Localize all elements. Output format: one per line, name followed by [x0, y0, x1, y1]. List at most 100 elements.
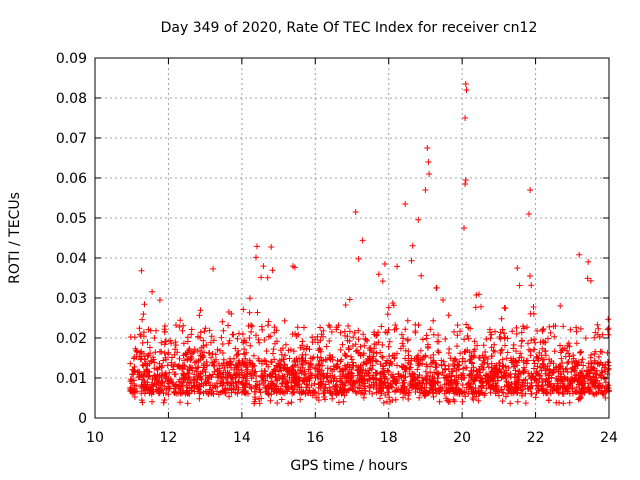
roti-point	[362, 335, 369, 342]
roti-point	[463, 321, 470, 328]
roti-point	[431, 369, 438, 376]
roti-point	[514, 362, 521, 369]
roti-point	[246, 335, 253, 341]
roti-point	[323, 374, 330, 381]
roti-point	[265, 322, 271, 329]
roti-point	[274, 377, 281, 384]
roti-point	[427, 363, 434, 370]
roti-point	[483, 354, 489, 361]
roti-point	[489, 353, 495, 360]
roti-point	[542, 347, 549, 354]
roti-point	[425, 343, 432, 350]
roti-point	[242, 383, 249, 390]
roti-point	[580, 382, 586, 389]
roti-point	[412, 386, 419, 392]
roti-point	[231, 366, 238, 373]
roti-point	[522, 400, 529, 407]
roti-point	[288, 399, 295, 406]
roti-point	[492, 390, 499, 397]
roti-point	[241, 351, 248, 358]
roti-point	[342, 382, 349, 389]
roti-point	[271, 356, 278, 363]
roti-point	[217, 347, 223, 354]
roti-point	[152, 349, 159, 356]
roti-point	[550, 323, 557, 330]
roti-point	[253, 332, 259, 339]
roti-point	[516, 282, 523, 289]
roti-point	[340, 371, 347, 378]
roti-point	[454, 389, 461, 396]
roti-point	[498, 347, 505, 354]
roti-point	[559, 380, 566, 387]
roti-point	[580, 374, 587, 381]
roti-point	[575, 381, 582, 388]
roti-point	[144, 368, 151, 375]
roti-point	[151, 359, 158, 366]
roti-point	[279, 345, 286, 352]
roti-point	[230, 331, 237, 338]
roti-point	[151, 335, 158, 341]
roti-point	[502, 342, 508, 349]
roti-point	[317, 324, 324, 331]
roti-point	[459, 398, 466, 405]
roti-point	[185, 374, 192, 380]
roti-point	[596, 384, 603, 390]
roti-point	[431, 375, 438, 382]
roti-point	[415, 216, 422, 223]
roti-point	[579, 368, 585, 374]
roti-point	[482, 349, 489, 355]
roti-point	[577, 349, 583, 356]
roti-point	[426, 171, 433, 177]
roti-point	[604, 326, 611, 333]
roti-point	[352, 209, 359, 215]
roti-point	[263, 361, 270, 368]
roti-point	[131, 394, 138, 400]
roti-point	[127, 360, 134, 367]
roti-point	[432, 360, 439, 367]
x-tick-label: 24	[600, 430, 618, 446]
roti-point	[298, 369, 305, 376]
roti-point	[158, 348, 165, 355]
roti-point	[402, 347, 409, 354]
roti-point	[465, 335, 472, 342]
roti-point	[378, 375, 385, 382]
roti-point	[355, 327, 362, 334]
roti-point	[208, 389, 215, 396]
roti-point	[386, 394, 393, 401]
roti-point	[504, 335, 511, 342]
roti-point	[322, 384, 329, 391]
roti-point	[576, 395, 583, 401]
roti-point	[463, 87, 470, 93]
roti-point	[521, 382, 528, 389]
roti-point	[219, 318, 226, 325]
roti-point	[371, 341, 378, 348]
roti-point	[373, 370, 380, 376]
roti-point	[293, 370, 300, 377]
roti-point	[520, 368, 527, 375]
roti-point	[177, 317, 184, 324]
roti-point	[513, 348, 520, 355]
roti-point	[331, 375, 338, 382]
roti-point	[159, 362, 165, 369]
roti-point	[433, 364, 440, 370]
roti-point	[577, 395, 584, 402]
roti-point	[590, 367, 597, 374]
roti-point	[268, 244, 275, 250]
roti-point	[543, 389, 550, 395]
roti-point	[188, 331, 195, 338]
roti-point	[153, 327, 159, 334]
scatter-points	[127, 81, 612, 407]
roti-point	[320, 378, 327, 385]
roti-point	[370, 384, 377, 390]
roti-point	[558, 377, 565, 384]
roti-point	[423, 361, 430, 368]
x-tick-label: 20	[453, 430, 471, 446]
roti-point	[381, 379, 388, 386]
plot-frame	[94, 57, 610, 419]
roti-point	[248, 328, 255, 335]
roti-point	[363, 360, 370, 367]
roti-point	[183, 351, 190, 358]
roti-point	[203, 342, 210, 348]
roti-point	[471, 390, 478, 397]
roti-point	[291, 362, 297, 369]
